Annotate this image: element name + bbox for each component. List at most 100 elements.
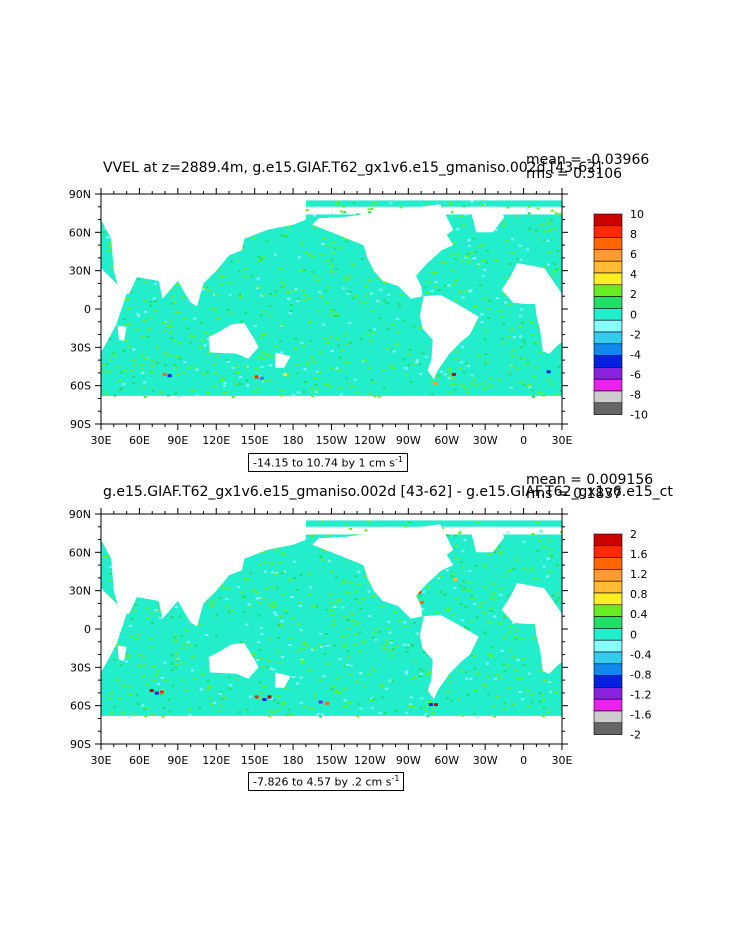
ocean-field [102, 231, 106, 234]
ocean-field [358, 631, 362, 634]
ocean-field [274, 345, 278, 348]
ocean-field [459, 670, 463, 673]
ocean-field [136, 638, 139, 640]
ocean-field [168, 331, 172, 334]
ocean-field [168, 710, 172, 713]
ocean-field [404, 367, 408, 370]
ocean-field [319, 556, 323, 559]
ocean-field [270, 354, 274, 357]
ocean-field [344, 706, 348, 709]
ocean-field [312, 604, 316, 607]
ocean-field [485, 261, 489, 264]
ocean-field [338, 246, 342, 249]
ocean-field [395, 645, 399, 648]
ocean-field [546, 222, 550, 225]
ocean-field [137, 653, 141, 656]
ocean-field [398, 619, 402, 622]
ocean-field [493, 598, 497, 601]
ocean-field [461, 619, 465, 622]
ocean-field [271, 601, 275, 603]
ocean-field [554, 690, 558, 693]
ocean-field [188, 366, 191, 369]
ocean-field [459, 361, 463, 364]
ocean-field [412, 325, 416, 328]
ocean-field [530, 389, 534, 392]
ocean-field [201, 673, 205, 676]
ocean-field [314, 384, 317, 387]
x-tick-label: 150W [316, 434, 348, 447]
land-mask [312, 524, 454, 619]
ocean-field [331, 624, 335, 627]
ocean-field [134, 604, 138, 607]
ocean-field [373, 328, 377, 331]
ocean-field [421, 669, 425, 672]
colorbar-swatch [593, 545, 623, 558]
ocean-field [367, 590, 371, 593]
ocean-field [107, 249, 111, 252]
x-tick-label: 90W [396, 754, 421, 767]
ocean-field [307, 297, 311, 300]
ocean-field [351, 297, 355, 300]
ocean-field [257, 375, 261, 378]
ocean-field [312, 360, 316, 363]
ocean-field [453, 383, 457, 386]
ocean-field [409, 381, 413, 383]
ocean-field [319, 715, 323, 718]
ocean-field [272, 604, 275, 607]
ocean-field [126, 297, 130, 300]
ocean-field [381, 369, 385, 371]
ocean-field [422, 651, 426, 654]
ocean-field [267, 604, 271, 607]
ocean-field [236, 383, 240, 386]
ocean-field [470, 200, 474, 203]
ocean-field [465, 391, 469, 394]
ocean-field [215, 634, 219, 637]
ocean-field [437, 577, 441, 580]
ocean-field [316, 713, 320, 716]
ocean-field [522, 383, 526, 386]
y-tick-label: 90S [70, 738, 91, 751]
ocean-field [430, 392, 434, 395]
y-tick-label: 0 [84, 303, 91, 316]
ocean-field [174, 392, 178, 395]
ocean-field [418, 326, 422, 329]
ocean-field [444, 284, 448, 287]
ocean-field [213, 702, 217, 705]
ocean-field [313, 226, 317, 229]
ocean-field [348, 701, 351, 704]
ocean-field [455, 557, 459, 560]
ocean-field [531, 533, 535, 535]
ocean-field [512, 336, 516, 339]
ocean-field [149, 638, 153, 640]
ocean-field [491, 646, 495, 649]
ocean-field [118, 697, 122, 700]
ocean-field [450, 382, 453, 385]
ocean-field [444, 262, 448, 265]
x-tick-label: 30E [552, 434, 573, 447]
ocean-field [428, 671, 431, 674]
ocean-field [413, 660, 417, 662]
ocean-field [279, 615, 283, 618]
ocean-field [364, 529, 368, 532]
ocean-field [347, 650, 350, 653]
x-tick-label: 150W [316, 754, 348, 767]
ocean-field [176, 373, 180, 376]
ocean-field [547, 228, 551, 231]
land-mask [101, 514, 306, 627]
ocean-field [483, 268, 487, 271]
ocean-field [169, 325, 173, 328]
ocean-field [493, 615, 497, 618]
land-mask [101, 194, 306, 307]
ocean-field [133, 609, 137, 612]
ocean-field [262, 357, 266, 360]
ocean-field [335, 576, 339, 579]
ocean-field [350, 612, 354, 615]
ocean-field [212, 600, 216, 603]
ocean-field [434, 286, 438, 289]
ocean-field [127, 715, 131, 718]
ocean-field [463, 587, 466, 590]
ocean-field [151, 390, 155, 393]
ocean-field [349, 673, 353, 676]
ocean-field [113, 706, 117, 709]
ocean-field [328, 385, 332, 388]
